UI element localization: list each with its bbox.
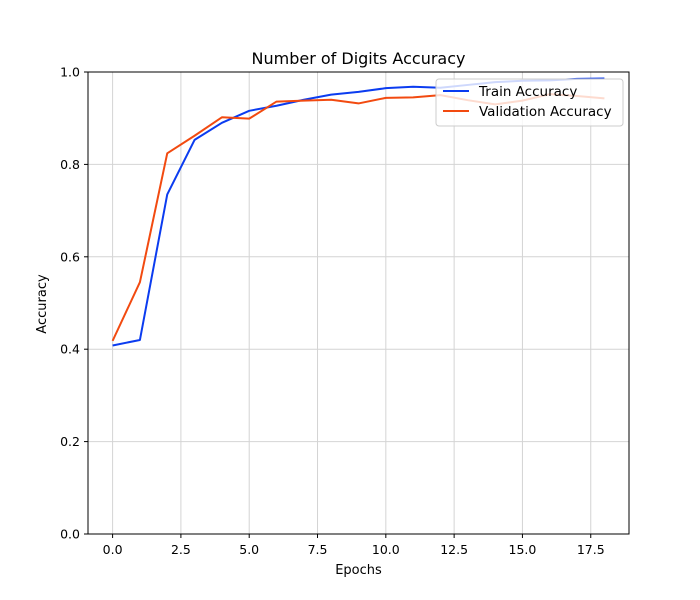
validation-accuracy-point (385, 97, 387, 99)
x-tick-label: 15.0 (509, 542, 537, 557)
x-tick-label: 12.5 (440, 542, 468, 557)
y-tick-label: 0.6 (60, 249, 80, 264)
y-axis-label: Accuracy (35, 274, 50, 334)
train-accuracy-point (248, 110, 250, 112)
validation-accuracy-point (248, 118, 250, 120)
x-tick-label: 10.0 (372, 542, 400, 557)
validation-accuracy-point (194, 135, 196, 137)
x-tick-label: 17.5 (577, 542, 605, 557)
x-tick-label: 0.0 (103, 542, 123, 557)
axes-frame (87, 71, 630, 535)
train-accuracy-point (412, 86, 414, 88)
y-tick-label: 0.0 (60, 527, 80, 542)
tick-layer: 0.0 2.5 5.0 7.5 10.0 12.5 15.0 17.5 0.0 0.2 0.4 0.6… (60, 65, 605, 558)
validation-accuracy-point (303, 100, 305, 102)
train-accuracy-point (385, 87, 387, 89)
y-tick-label: 1.0 (60, 65, 80, 80)
validation-accuracy-point (112, 340, 114, 342)
legend-box (435, 78, 624, 127)
train-accuracy-point (330, 94, 332, 96)
chart-title: Number of Digits Accuracy (252, 49, 466, 68)
train-accuracy-point (112, 345, 114, 347)
x-tick-label: 7.5 (308, 542, 328, 557)
train-accuracy-point (221, 122, 223, 124)
train-accuracy-point (139, 339, 141, 341)
x-tick-label: 2.5 (171, 542, 191, 557)
train-accuracy-point (358, 91, 360, 93)
validation-accuracy-point (139, 281, 141, 283)
validation-accuracy-point (358, 102, 360, 104)
validation-accuracy-legend-label: Validation Accuracy (479, 104, 612, 120)
validation-accuracy-point (221, 116, 223, 118)
validation-accuracy-point (412, 96, 414, 98)
train-accuracy-point (166, 193, 168, 195)
x-tick-label: 5.0 (239, 542, 259, 557)
train-accuracy-legend-label: Train Accuracy (478, 84, 577, 100)
train-accuracy-point (276, 105, 278, 107)
validation-accuracy-point (166, 152, 168, 154)
x-axis-label: Epochs (335, 563, 382, 578)
validation-accuracy-point (276, 101, 278, 103)
y-tick-label: 0.2 (60, 434, 80, 449)
validation-accuracy-point (330, 99, 332, 101)
y-tick-label: 0.8 (60, 157, 80, 172)
y-tick-label: 0.4 (60, 342, 80, 357)
train-accuracy-point (194, 139, 196, 141)
legend: Train Accuracy Validation Accuracy (435, 78, 624, 127)
